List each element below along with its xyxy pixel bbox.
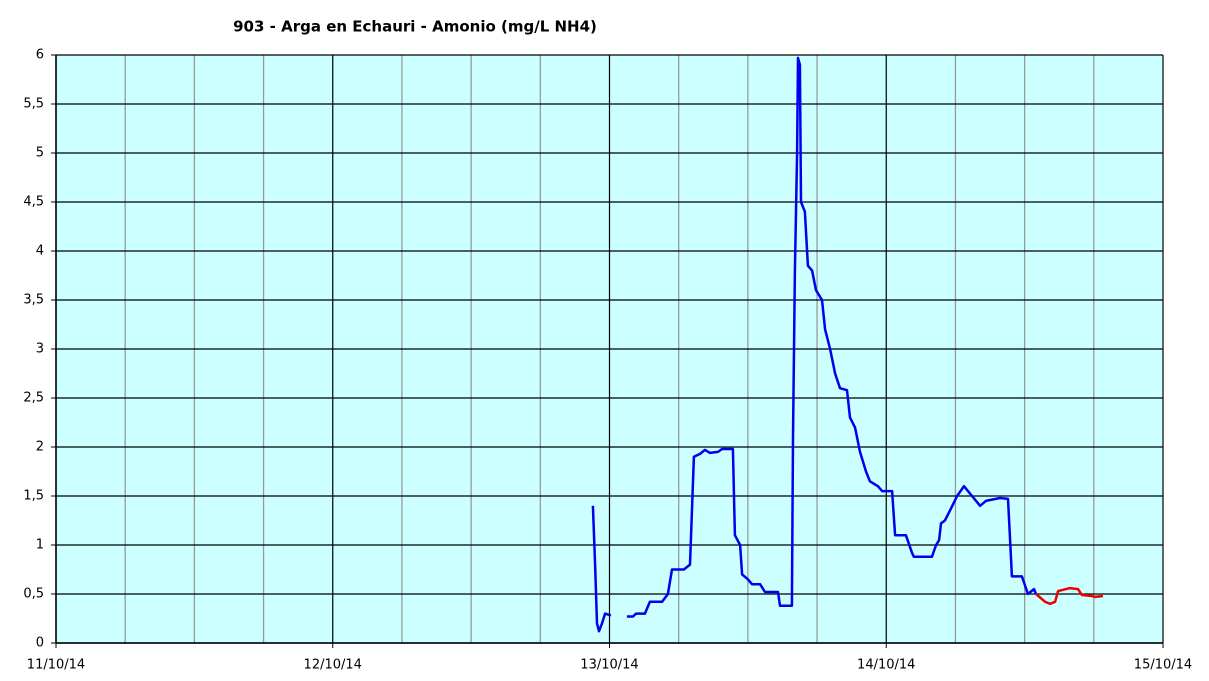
y-tick-label: 5,5 [23, 97, 44, 112]
y-tick-label: 6 [36, 48, 44, 63]
x-tick-label: 11/10/14 [27, 658, 85, 673]
y-tick-label: 3,5 [23, 293, 44, 308]
x-tick-label: 12/10/14 [304, 658, 362, 673]
x-tick-label: 15/10/14 [1134, 658, 1192, 673]
y-tick-label: 1,5 [23, 489, 44, 504]
y-tick-label: 4,5 [23, 195, 44, 210]
y-tick-label: 2,5 [23, 391, 44, 406]
x-tick-label: 14/10/14 [857, 658, 915, 673]
y-tick-label: 0,5 [23, 587, 44, 602]
chart-title: 903 - Arga en Echauri - Amonio (mg/L NH4… [233, 18, 597, 36]
y-tick-label: 4 [36, 244, 44, 259]
y-tick-label: 2 [36, 440, 44, 455]
x-tick-label: 13/10/14 [580, 658, 638, 673]
y-tick-label: 1 [36, 538, 44, 553]
y-tick-label: 5 [36, 146, 44, 161]
data-line [591, 56, 1038, 633]
y-tick-label: 0 [36, 636, 44, 651]
y-tick-label: 3 [36, 342, 44, 357]
data-line [1035, 586, 1104, 606]
